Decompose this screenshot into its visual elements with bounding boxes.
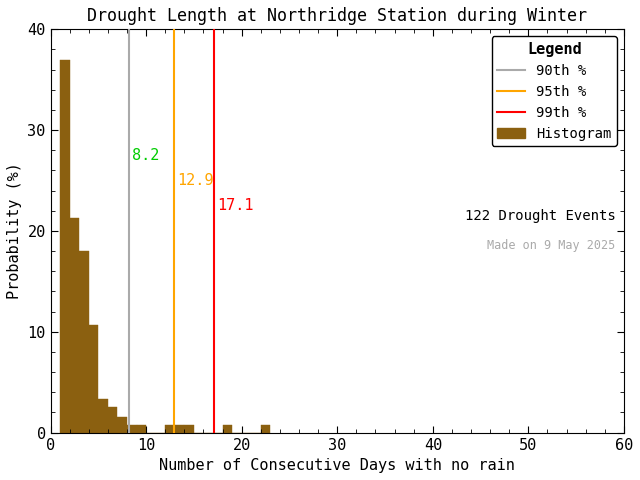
Bar bbox=[184, 425, 194, 432]
Bar bbox=[136, 425, 146, 432]
Bar bbox=[108, 408, 118, 432]
Bar bbox=[99, 399, 108, 432]
Title: Drought Length at Northridge Station during Winter: Drought Length at Northridge Station dur… bbox=[87, 7, 588, 25]
Bar bbox=[165, 425, 175, 432]
X-axis label: Number of Consecutive Days with no rain: Number of Consecutive Days with no rain bbox=[159, 458, 515, 473]
Bar bbox=[127, 425, 136, 432]
Y-axis label: Probability (%): Probability (%) bbox=[7, 163, 22, 300]
Text: 122 Drought Events: 122 Drought Events bbox=[465, 209, 615, 223]
Bar bbox=[89, 325, 99, 432]
Bar bbox=[175, 425, 184, 432]
Text: Made on 9 May 2025: Made on 9 May 2025 bbox=[487, 239, 615, 252]
Legend: 90th %, 95th %, 99th %, Histogram: 90th %, 95th %, 99th %, Histogram bbox=[492, 36, 617, 146]
Bar bbox=[118, 417, 127, 432]
Text: 8.2: 8.2 bbox=[132, 148, 159, 163]
Bar bbox=[79, 251, 89, 432]
Bar bbox=[223, 425, 232, 432]
Bar bbox=[60, 60, 70, 432]
Bar bbox=[70, 218, 79, 432]
Text: 12.9: 12.9 bbox=[177, 173, 213, 188]
Text: 17.1: 17.1 bbox=[217, 198, 253, 213]
Bar bbox=[261, 425, 270, 432]
